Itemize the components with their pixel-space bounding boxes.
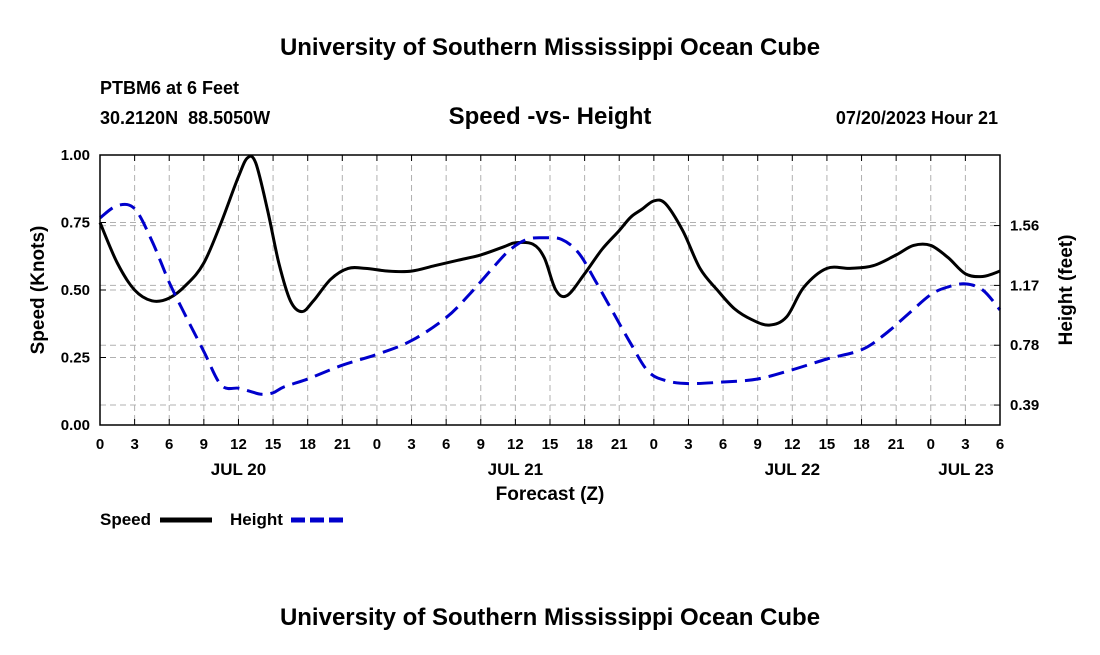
x-tick-label: 0 — [650, 436, 658, 453]
forecast-datetime: 07/20/2023 Hour 21 — [836, 108, 998, 128]
x-tick-label: 18 — [576, 436, 593, 453]
x-tick-label: 0 — [373, 436, 381, 453]
y-tick-label: 0.00 — [61, 417, 90, 434]
y2-axis-label: Height (feet) — [1056, 235, 1077, 346]
y-tick-label: 1.00 — [61, 147, 90, 164]
series-line-speed — [98, 154, 1001, 327]
x-tick-label: 12 — [230, 436, 247, 453]
x-tick-label: 6 — [719, 436, 727, 453]
y-tick-label: 0.25 — [61, 350, 90, 367]
chart-subtitle: Speed -vs- Height — [449, 103, 652, 130]
legend: Speed Height — [100, 510, 343, 529]
x-tick-label: 18 — [853, 436, 870, 453]
day-label: JUL 20 — [211, 460, 266, 479]
legend-label-height: Height — [230, 510, 283, 529]
x-tick-label: 15 — [542, 436, 559, 453]
legend-label-speed: Speed — [100, 510, 151, 529]
station-coords: 30.2120N 88.5050W — [100, 108, 270, 128]
x-tick-label: 9 — [754, 436, 762, 453]
series-line-height — [99, 202, 1002, 396]
y2-tick-label: 1.17 — [1010, 277, 1039, 294]
station-line: PTBM6 at 6 Feet — [100, 78, 239, 98]
grid-layer — [100, 155, 1000, 425]
y2-tick-label: 0.78 — [1010, 337, 1039, 354]
x-tick-label: 21 — [334, 436, 351, 453]
x-tick-label: 6 — [165, 436, 173, 453]
y-tick-label: 0.50 — [61, 282, 90, 299]
day-label: JUL 22 — [765, 460, 820, 479]
axis-layer: 0 3 6 9 12 15 18 21 0 3 6 9 12 15 18 21 0 3 6 9 12 15 18 21 0 3 6 0… — [61, 147, 1039, 479]
x-tick-label: 3 — [961, 436, 969, 453]
x-tick-label: 21 — [888, 436, 905, 453]
x-tick-label: 18 — [299, 436, 316, 453]
x-tick-label: 6 — [996, 436, 1004, 453]
x-tick-label: 21 — [611, 436, 628, 453]
x-tick-label: 3 — [407, 436, 415, 453]
page-title: University of Southern Mississippi Ocean… — [280, 34, 820, 61]
x-tick-label: 0 — [927, 436, 935, 453]
y-axis-label: Speed (Knots) — [28, 226, 49, 355]
x-axis-label: Forecast (Z) — [496, 484, 605, 505]
x-tick-label: 3 — [684, 436, 692, 453]
x-tick-label: 0 — [96, 436, 104, 453]
x-tick-label: 12 — [784, 436, 801, 453]
x-tick-label: 9 — [200, 436, 208, 453]
x-tick-label: 12 — [507, 436, 524, 453]
x-tick-label: 15 — [819, 436, 836, 453]
y2-tick-label: 0.39 — [1010, 397, 1039, 414]
y2-tick-label: 1.56 — [1010, 218, 1039, 235]
footer-title: University of Southern Mississippi Ocean… — [280, 604, 820, 631]
x-tick-label: 3 — [130, 436, 138, 453]
x-tick-label: 15 — [265, 436, 282, 453]
y-tick-label: 0.75 — [61, 215, 90, 232]
series-layer — [98, 154, 1002, 396]
day-label: JUL 21 — [488, 460, 543, 479]
x-tick-label: 9 — [477, 436, 485, 453]
x-tick-label: 6 — [442, 436, 450, 453]
day-label: JUL 23 — [938, 460, 993, 479]
